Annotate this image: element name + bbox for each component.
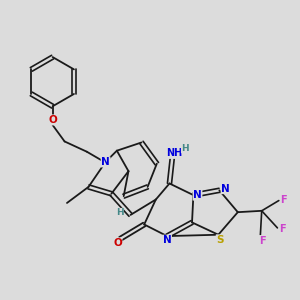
Text: F: F [279, 224, 286, 234]
Text: NH: NH [166, 148, 182, 158]
Text: N: N [221, 184, 230, 194]
Text: N: N [163, 235, 172, 245]
Text: H: H [116, 208, 123, 217]
Text: N: N [101, 157, 110, 167]
Text: N: N [193, 190, 202, 200]
Text: H: H [182, 144, 189, 153]
Text: S: S [216, 235, 224, 245]
Text: F: F [259, 236, 266, 245]
Text: F: F [280, 195, 287, 205]
Text: O: O [48, 115, 57, 125]
Text: O: O [113, 238, 122, 248]
